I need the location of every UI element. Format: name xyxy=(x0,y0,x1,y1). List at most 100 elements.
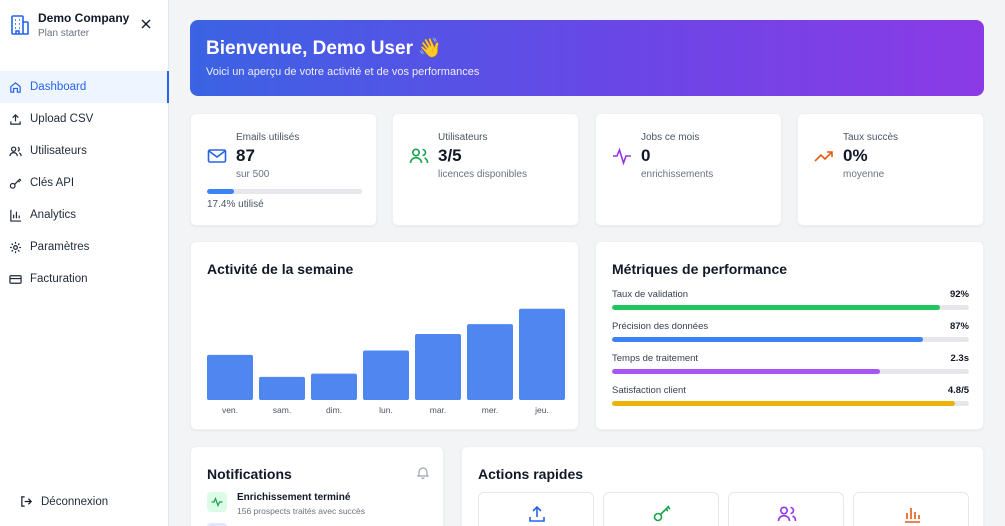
metric-item: Temps de traitement 2.3s xyxy=(612,353,969,374)
credit-card-icon xyxy=(9,274,22,284)
x-tick-label: mar. xyxy=(430,405,447,415)
notification-desc: 156 prospects traités avec succès xyxy=(237,506,366,516)
notifications-card: Notifications Enrichissement terminé 156… xyxy=(190,446,444,526)
metric-progress-bar xyxy=(612,305,969,310)
close-icon[interactable] xyxy=(140,18,152,30)
quick-action-upload-button[interactable] xyxy=(478,492,594,526)
stat-value: 3/5 xyxy=(438,146,462,165)
bar-jeu. xyxy=(519,308,565,400)
x-tick-label: lun. xyxy=(379,405,393,415)
welcome-subtitle: Voici un aperçu de votre activité et de … xyxy=(206,66,480,78)
bar-mar. xyxy=(415,334,461,400)
quick-action-users-button[interactable] xyxy=(728,492,844,526)
users-icon xyxy=(409,148,429,164)
metrics-card: Métriques de performance Taux de validat… xyxy=(595,241,984,430)
metric-progress-bar xyxy=(612,337,969,342)
bell-icon[interactable] xyxy=(417,466,429,479)
metric-item: Précision des données 87% xyxy=(612,321,969,342)
stat-card-users: Utilisateurs 3/5 licences disponibles xyxy=(392,113,579,226)
stat-label: Jobs ce mois xyxy=(641,132,700,143)
metric-label: Précision des données xyxy=(612,321,709,332)
welcome-title: Bienvenue, Demo User 👋 xyxy=(206,38,442,59)
logout-button[interactable]: Déconnexion xyxy=(20,495,108,508)
company-name: Demo Company xyxy=(38,11,130,25)
metric-value: 2.3s xyxy=(950,353,970,364)
stat-card-jobs: Jobs ce mois 0 enrichissements xyxy=(595,113,782,226)
stat-sub: moyenne xyxy=(843,169,885,180)
sidebar-item-label: Analytics xyxy=(30,209,77,221)
notification-item[interactable]: Enrichissement terminé 156 prospects tra… xyxy=(207,492,365,516)
metrics-title: Métriques de performance xyxy=(612,261,788,277)
x-tick-label: dim. xyxy=(326,405,342,415)
notification-item-icon xyxy=(207,523,227,526)
notifications-title: Notifications xyxy=(207,466,292,482)
metric-label: Temps de traitement xyxy=(612,353,699,364)
sidebar-item-utilisateurs[interactable]: Utilisateurs xyxy=(0,135,169,167)
activity-icon xyxy=(613,147,631,166)
metric-progress-fill xyxy=(612,401,955,406)
emails-progress-text: 17.4% utilisé xyxy=(207,199,264,210)
bar-chart-icon xyxy=(10,209,22,222)
users-icon xyxy=(777,506,797,522)
x-tick-label: mer. xyxy=(482,405,499,415)
stat-card-success: Taux succès 0% moyenne xyxy=(797,113,984,226)
stat-sub: enrichissements xyxy=(641,169,714,180)
notification-title: Enrichissement terminé xyxy=(237,492,351,503)
activity-bar-chart: ven. sam. dim. lun. mar. mer. jeu. xyxy=(207,308,565,415)
trending-up-icon xyxy=(814,151,833,162)
x-tick-label: sam. xyxy=(273,405,291,415)
metric-label: Taux de validation xyxy=(612,289,689,300)
stat-sub: licences disponibles xyxy=(438,169,527,180)
brand: Demo Company Plan starter xyxy=(10,10,160,50)
stat-label: Utilisateurs xyxy=(438,132,488,143)
sidebar-item-dashboard[interactable]: Dashboard xyxy=(0,71,169,103)
bar-sam. xyxy=(259,376,305,400)
sidebar-item-label: Paramètres xyxy=(30,241,90,253)
stat-value: 0 xyxy=(641,146,651,165)
sidebar: Demo Company Plan starter Dashboard Uplo… xyxy=(0,0,169,526)
key-icon xyxy=(9,177,22,189)
gear-icon xyxy=(9,241,22,253)
logout-label: Déconnexion xyxy=(41,495,109,508)
bar-dim. xyxy=(311,373,357,400)
upload-icon xyxy=(10,113,21,125)
metric-progress-bar xyxy=(612,369,969,374)
stat-label: Emails utilisés xyxy=(236,132,300,143)
x-tick-label: jeu. xyxy=(534,405,549,415)
metric-progress-bar xyxy=(612,401,969,406)
stat-label: Taux succès xyxy=(843,132,899,143)
sidebar-nav: Dashboard Upload CSV Utilisateurs Clés A… xyxy=(0,71,169,295)
building-icon xyxy=(11,15,29,35)
stat-value: 0% xyxy=(843,146,868,165)
metric-progress-fill xyxy=(612,305,941,310)
bar-ven. xyxy=(207,354,253,400)
stat-card-emails: Emails utilisés 87 sur 500 17.4% utilisé xyxy=(190,113,377,226)
metric-value: 87% xyxy=(949,321,969,332)
emails-progress-fill xyxy=(207,189,234,194)
sidebar-item-facturation[interactable]: Facturation xyxy=(0,263,169,295)
sidebar-item-analytics[interactable]: Analytics xyxy=(0,199,169,231)
sidebar-item-cles-api[interactable]: Clés API xyxy=(0,167,169,199)
bar-mer. xyxy=(467,324,513,400)
sidebar-item-upload-csv[interactable]: Upload CSV xyxy=(0,103,169,135)
stat-sub: sur 500 xyxy=(236,169,270,180)
metric-item: Satisfaction client 4.8/5 xyxy=(612,385,969,406)
home-icon xyxy=(10,81,21,93)
activity-title: Activité de la semaine xyxy=(207,261,354,277)
stat-value: 87 xyxy=(236,146,255,165)
welcome-banner: Bienvenue, Demo User 👋 Voici un aperçu d… xyxy=(190,20,984,96)
activity-card: ven. sam. dim. lun. mar. mer. jeu. Activité de… xyxy=(190,241,579,430)
quick-action-key-button[interactable] xyxy=(603,492,719,526)
metric-value: 4.8/5 xyxy=(947,385,969,396)
quick-actions-title: Actions rapides xyxy=(478,466,584,482)
bar-lun. xyxy=(363,350,409,400)
quick-action-analytics-button[interactable] xyxy=(853,492,969,526)
x-tick-label: ven. xyxy=(222,405,238,415)
upload-icon xyxy=(529,505,545,522)
sidebar-item-parametres[interactable]: Paramètres xyxy=(0,231,169,263)
users-icon xyxy=(9,145,22,156)
quick-actions-card: Actions rapides xyxy=(461,446,984,526)
sidebar-item-label: Dashboard xyxy=(30,81,87,93)
metric-item: Taux de validation 92% xyxy=(612,289,969,310)
sidebar-item-label: Upload CSV xyxy=(30,113,94,125)
